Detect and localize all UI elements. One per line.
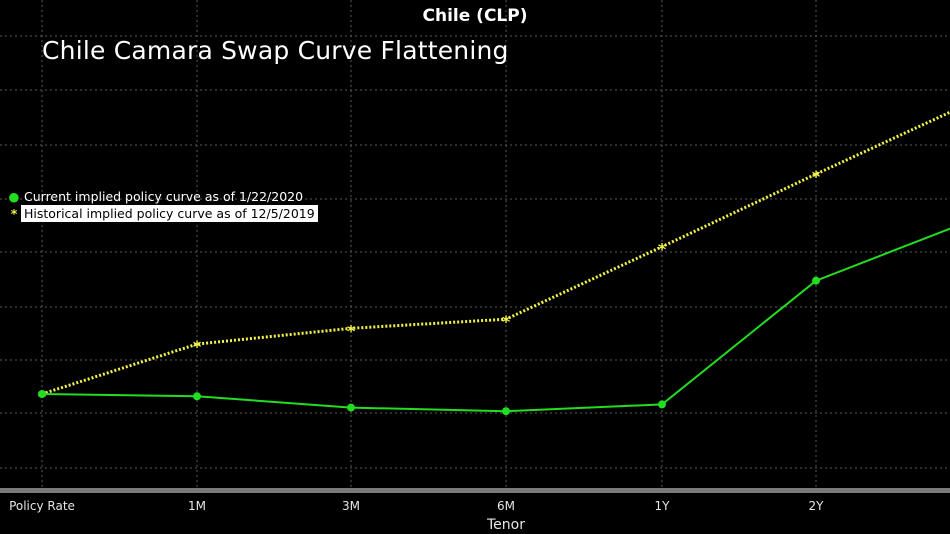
x-tick-label: 3M bbox=[342, 499, 360, 513]
x-tick-label: 2Y bbox=[809, 499, 825, 513]
point-current bbox=[658, 400, 666, 409]
point-historical-star-icon: * bbox=[502, 312, 511, 331]
point-current bbox=[38, 390, 46, 398]
legend-label-historical: Historical implied policy curve as of 12… bbox=[21, 205, 318, 222]
x-axis-bar bbox=[0, 488, 950, 493]
series-line-current bbox=[41, 227, 950, 413]
legend: ● Current implied policy curve as of 1/2… bbox=[7, 188, 318, 222]
x-tick-label: 1Y bbox=[655, 499, 671, 513]
point-current bbox=[812, 276, 820, 285]
point-historical-star-icon: * bbox=[193, 337, 202, 356]
point-historical-star-icon: * bbox=[658, 240, 667, 259]
legend-label-current: Current implied policy curve as of 1/22/… bbox=[24, 189, 304, 204]
legend-marker-dot-icon: ● bbox=[8, 189, 20, 204]
point-current bbox=[193, 392, 201, 401]
x-axis-title: Tenor bbox=[486, 517, 525, 533]
chart-header: Chile (CLP) bbox=[422, 6, 528, 26]
series-line-historical bbox=[41, 110, 950, 396]
legend-marker-star-icon: * bbox=[10, 206, 18, 221]
point-historical-star-icon: * bbox=[812, 167, 821, 186]
x-axis: Policy Rate 1M 3M 6M 1Y 2Y bbox=[0, 488, 950, 513]
x-tick-label: Policy Rate bbox=[9, 499, 75, 513]
series-layer: ******* bbox=[38, 110, 950, 416]
point-current bbox=[502, 407, 510, 416]
point-current bbox=[347, 403, 355, 412]
x-tick-label: 1M bbox=[188, 499, 206, 513]
legend-item-current: ● Current implied policy curve as of 1/2… bbox=[7, 188, 318, 205]
chart-title: Chile Camara Swap Curve Flattening bbox=[42, 36, 509, 65]
x-tick-label: 6M bbox=[497, 499, 515, 513]
legend-item-historical: * Historical implied policy curve as of … bbox=[7, 205, 318, 222]
grid bbox=[0, 0, 950, 488]
point-historical-star-icon: * bbox=[347, 321, 356, 340]
